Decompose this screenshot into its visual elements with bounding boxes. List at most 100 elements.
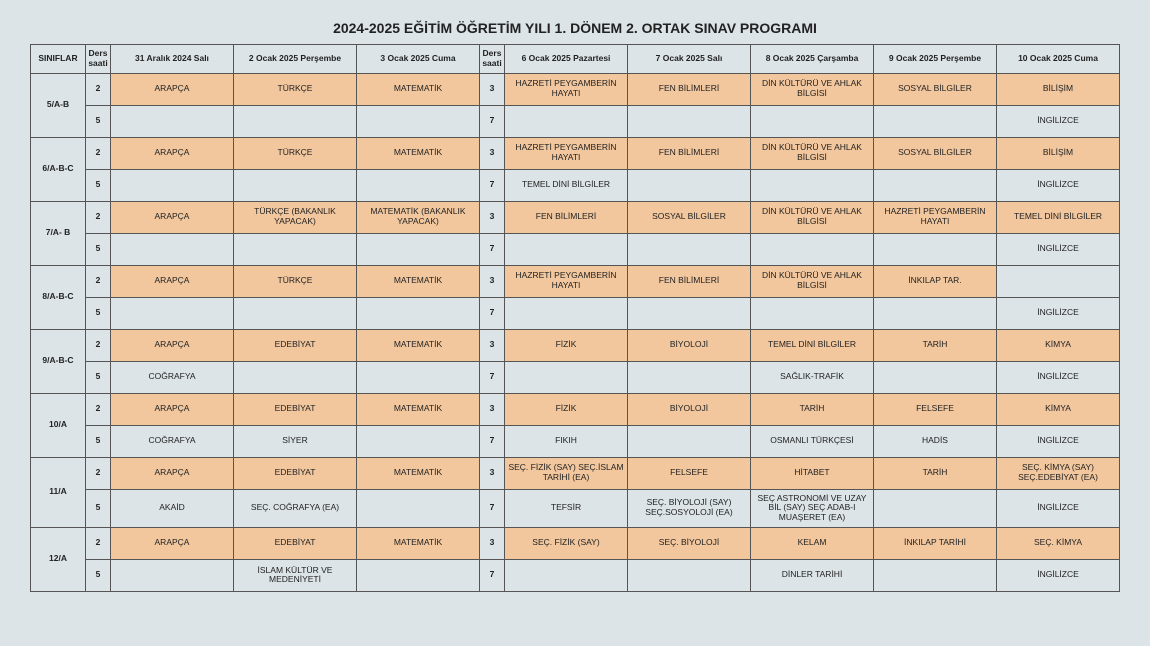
subject-cell: FEN BİLİMLERİ (505, 201, 628, 233)
subject-cell: KELAM (751, 527, 874, 559)
table-row: 5/A-B2ARAPÇATÜRKÇEMATEMATİK3HAZRETİ PEYG… (31, 73, 1120, 105)
subject-cell: ARAPÇA (111, 137, 234, 169)
subject-cell: DİN KÜLTÜRÜ VE AHLAK BİLGİSİ (751, 201, 874, 233)
subject-cell: MATEMATİK (357, 457, 480, 489)
subject-cell: HAZRETİ PEYGAMBERİN HAYATI (505, 73, 628, 105)
class-cell: 12/A (31, 527, 86, 591)
hour-cell: 7 (480, 559, 505, 591)
table-row: 57İNGİLİZCE (31, 297, 1120, 329)
hour-cell: 7 (480, 169, 505, 201)
hour-cell: 7 (480, 297, 505, 329)
subject-cell: KİMYA (997, 329, 1120, 361)
subject-cell: ARAPÇA (111, 527, 234, 559)
subject-cell: FEN BİLİMLERİ (628, 137, 751, 169)
subject-cell: İNKILAP TARİHİ (874, 527, 997, 559)
subject-cell (628, 361, 751, 393)
table-row: 8/A-B-C2ARAPÇATÜRKÇEMATEMATİK3HAZRETİ PE… (31, 265, 1120, 297)
subject-cell (234, 105, 357, 137)
subject-cell (997, 265, 1120, 297)
subject-cell: ARAPÇA (111, 265, 234, 297)
subject-cell: MATEMATİK (357, 73, 480, 105)
subject-cell: TÜRKÇE (234, 265, 357, 297)
table-row: 57İNGİLİZCE (31, 105, 1120, 137)
subject-cell (628, 297, 751, 329)
subject-cell (751, 169, 874, 201)
subject-cell: İNGİLİZCE (997, 361, 1120, 393)
table-row: 5COĞRAFYASİYER7FIKIHOSMANLI TÜRKÇESİHADİ… (31, 425, 1120, 457)
subject-cell (234, 297, 357, 329)
subject-cell: EDEBİYAT (234, 393, 357, 425)
hour-cell: 3 (480, 265, 505, 297)
hour-cell: 5 (86, 233, 111, 265)
subject-cell: EDEBİYAT (234, 527, 357, 559)
subject-cell (751, 105, 874, 137)
table-row: 5COĞRAFYA7SAĞLIK-TRAFİKİNGİLİZCE (31, 361, 1120, 393)
subject-cell (111, 169, 234, 201)
hour-cell: 5 (86, 489, 111, 527)
subject-cell (111, 233, 234, 265)
table-row: 57TEMEL DİNİ BİLGİLERİNGİLİZCE (31, 169, 1120, 201)
subject-cell: TEMEL DİNİ BİLGİLER (997, 201, 1120, 233)
hdr-hour1: Ders saati (86, 45, 111, 74)
subject-cell: İNGİLİZCE (997, 559, 1120, 591)
hdr-d5: 7 Ocak 2025 Salı (628, 45, 751, 74)
hdr-d2: 2 Ocak 2025 Perşembe (234, 45, 357, 74)
subject-cell (751, 233, 874, 265)
subject-cell (874, 489, 997, 527)
subject-cell: MATEMATİK (357, 137, 480, 169)
hour-cell: 2 (86, 457, 111, 489)
subject-cell: MATEMATİK (357, 329, 480, 361)
subject-cell: BİLİŞİM (997, 73, 1120, 105)
subject-cell (357, 297, 480, 329)
subject-cell: SAĞLIK-TRAFİK (751, 361, 874, 393)
hour-cell: 2 (86, 73, 111, 105)
hdr-d7: 9 Ocak 2025 Perşembe (874, 45, 997, 74)
subject-cell (234, 233, 357, 265)
subject-cell: FİZİK (505, 393, 628, 425)
subject-cell: FEN BİLİMLERİ (628, 73, 751, 105)
hour-cell: 7 (480, 489, 505, 527)
subject-cell: ARAPÇA (111, 73, 234, 105)
subject-cell (628, 559, 751, 591)
header-row: SINIFLAR Ders saati 31 Aralık 2024 Salı … (31, 45, 1120, 74)
hour-cell: 2 (86, 393, 111, 425)
hour-cell: 3 (480, 527, 505, 559)
subject-cell: FIKIH (505, 425, 628, 457)
subject-cell: İNGİLİZCE (997, 489, 1120, 527)
subject-cell: SEÇ. COĞRAFYA (EA) (234, 489, 357, 527)
subject-cell (874, 105, 997, 137)
subject-cell: HAZRETİ PEYGAMBERİN HAYATI (505, 265, 628, 297)
subject-cell: SEÇ. FİZİK (SAY) SEÇ.İSLAM TARİHİ (EA) (505, 457, 628, 489)
subject-cell (628, 425, 751, 457)
subject-cell: TARİH (874, 329, 997, 361)
hour-cell: 7 (480, 233, 505, 265)
subject-cell: BİYOLOJİ (628, 329, 751, 361)
hour-cell: 2 (86, 265, 111, 297)
subject-cell (357, 105, 480, 137)
subject-cell: MATEMATİK (357, 393, 480, 425)
subject-cell (357, 559, 480, 591)
subject-cell: SİYER (234, 425, 357, 457)
subject-cell: TARİH (874, 457, 997, 489)
subject-cell (874, 297, 997, 329)
subject-cell: ARAPÇA (111, 457, 234, 489)
table-row: 10/A2ARAPÇAEDEBİYATMATEMATİK3FİZİKBİYOLO… (31, 393, 1120, 425)
hour-cell: 3 (480, 393, 505, 425)
subject-cell (234, 169, 357, 201)
subject-cell (874, 233, 997, 265)
class-cell: 6/A-B-C (31, 137, 86, 201)
subject-cell (111, 297, 234, 329)
subject-cell: EDEBİYAT (234, 457, 357, 489)
subject-cell: BİLİŞİM (997, 137, 1120, 169)
hour-cell: 3 (480, 137, 505, 169)
table-row: 5İSLAM KÜLTÜR VE MEDENİYETİ7DİNLER TARİH… (31, 559, 1120, 591)
schedule-title: 2024-2025 EĞİTİM ÖĞRETİM YILI 1. DÖNEM 2… (30, 20, 1120, 36)
subject-cell (357, 425, 480, 457)
hour-cell: 5 (86, 361, 111, 393)
subject-cell: TEMEL DİNİ BİLGİLER (505, 169, 628, 201)
table-row: 5AKAİDSEÇ. COĞRAFYA (EA)7TEFSİRSEÇ. BİYO… (31, 489, 1120, 527)
subject-cell (234, 361, 357, 393)
subject-cell: DİN KÜLTÜRÜ VE AHLAK BİLGİSİ (751, 265, 874, 297)
subject-cell: İNGİLİZCE (997, 425, 1120, 457)
hour-cell: 5 (86, 425, 111, 457)
